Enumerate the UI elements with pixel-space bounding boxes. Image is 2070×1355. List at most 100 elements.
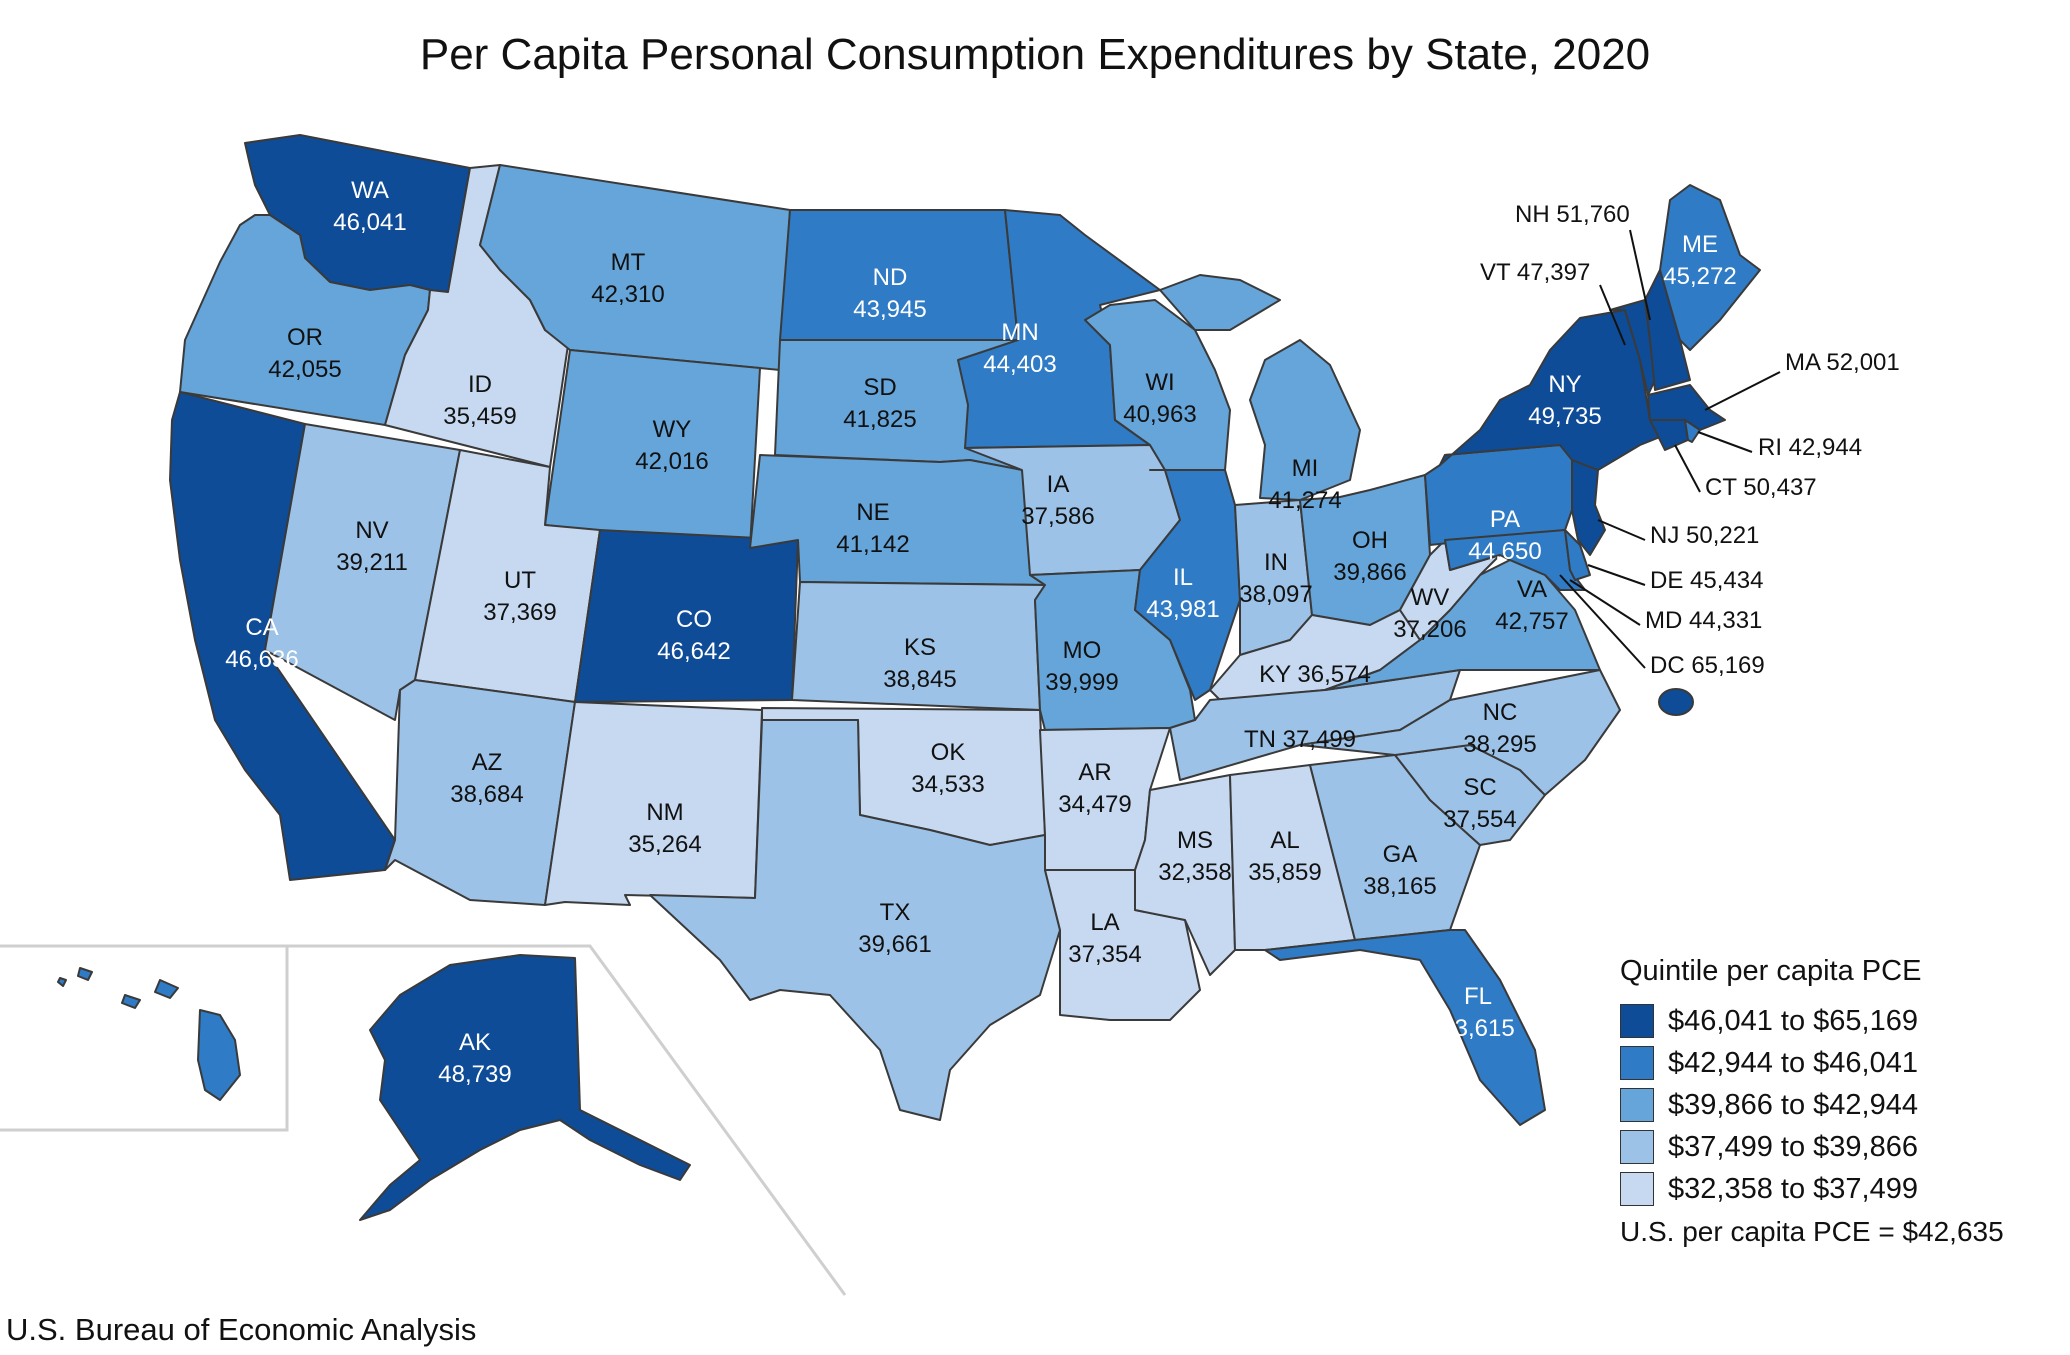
legend-label: $46,041 to $65,169 <box>1668 1004 1918 1037</box>
state-label-abbr: UT <box>504 567 536 594</box>
state-nc[interactable] <box>1299 669 1621 796</box>
state-label-abbr: ME <box>1682 231 1718 258</box>
state-label-abbr: OR <box>287 324 323 351</box>
state-label-value: 39,211 <box>336 549 408 576</box>
state-label-value: 42,055 <box>268 356 341 383</box>
state-label-value: 41,825 <box>843 406 916 433</box>
legend-swatch <box>1620 1088 1654 1122</box>
callout-leader <box>1704 371 1781 411</box>
callout-label: RI 42,944 <box>1758 434 1862 461</box>
state-dc[interactable] <box>1658 688 1694 716</box>
legend: Quintile per capita PCE $46,041 to $65,1… <box>1620 955 2060 1248</box>
state-label-abbr: CO <box>676 606 712 633</box>
callout-leader <box>1597 519 1646 541</box>
state-label-abbr: TX <box>880 899 911 926</box>
state-label-abbr: MN <box>1001 319 1038 346</box>
callout-leader <box>1559 574 1646 669</box>
state-label-value: 42,016 <box>635 448 708 475</box>
state-label-value: 39,661 <box>858 931 931 958</box>
state-label-value: 44,650 <box>1468 538 1541 565</box>
state-label-value: 46,636 <box>225 646 298 673</box>
state-label-abbr: GA <box>1383 841 1418 868</box>
state-ct[interactable] <box>1649 419 1689 451</box>
state-label-abbr: OH <box>1352 527 1388 554</box>
callout-label: MA 52,001 <box>1785 349 1900 376</box>
state-label-abbr: NM <box>646 799 683 826</box>
state-label-abbr: AZ <box>472 749 503 776</box>
state-label-abbr: ND <box>873 264 908 291</box>
state-label-value: 43,615 <box>1441 1015 1514 1042</box>
legend-item: $32,358 to $37,499 <box>1620 1168 2060 1210</box>
state-label-abbr: AK <box>459 1029 491 1056</box>
callout-label: DE 45,434 <box>1650 567 1763 594</box>
state-label-abbr: SC <box>1463 774 1496 801</box>
state-nj[interactable] <box>1571 459 1606 556</box>
state-ca[interactable] <box>169 391 396 881</box>
state-label-value: 44,403 <box>983 351 1056 378</box>
state-de[interactable] <box>1564 529 1591 581</box>
state-label-value: 34,533 <box>911 771 984 798</box>
state-label-abbr: WV <box>1411 584 1450 611</box>
state-label-abbr: MO <box>1063 637 1102 664</box>
callout-label: CT 50,437 <box>1705 474 1817 501</box>
callout-label: NJ 50,221 <box>1650 522 1759 549</box>
legend-label: $37,499 to $39,866 <box>1668 1130 1918 1163</box>
state-label-value: 35,859 <box>1248 859 1321 886</box>
state-label-abbr: NC <box>1483 699 1518 726</box>
state-label-abbr: ID <box>468 371 492 398</box>
callout-label: DC 65,169 <box>1650 652 1765 679</box>
state-label-value: 46,041 <box>333 209 406 236</box>
state-label-abbr: LA <box>1090 909 1119 936</box>
state-fl[interactable] <box>1264 929 1546 1126</box>
callout-leader <box>1599 284 1626 346</box>
state-label-value: 37,554 <box>1443 806 1516 833</box>
state-label-abbr: NY <box>1548 371 1581 398</box>
callout-leader <box>1569 579 1641 626</box>
callout-leader <box>1697 431 1753 453</box>
legend-label: $42,944 to $46,041 <box>1668 1046 1918 1079</box>
state-label-value: 45,272 <box>1663 263 1736 290</box>
legend-swatch <box>1620 1046 1654 1080</box>
state-tx[interactable] <box>649 719 1061 1121</box>
state-label-abbr: HI <box>83 1039 107 1066</box>
state-ak[interactable] <box>359 954 691 1221</box>
state-label-value: 38,845 <box>883 666 956 693</box>
state-label-abbr: SD <box>863 374 896 401</box>
legend-item: $42,944 to $46,041 <box>1620 1042 2060 1084</box>
state-label-value: 49,735 <box>1528 403 1601 430</box>
callout-leader <box>1674 444 1701 493</box>
state-label-abbr: CA <box>245 614 278 641</box>
state-ny[interactable] <box>1439 309 1666 471</box>
state-label-value: 42,310 <box>591 281 664 308</box>
state-label-abbr: IL <box>1173 564 1193 591</box>
state-label-abbr: IN <box>1264 549 1288 576</box>
state-label-value: 35,459 <box>443 403 516 430</box>
state-hi[interactable] <box>57 967 241 1101</box>
legend-label: $32,358 to $37,499 <box>1668 1172 1918 1205</box>
state-label-abbr: WA <box>351 177 389 204</box>
state-label-value: 43,945 <box>853 296 926 323</box>
state-label-abbr: WI <box>1145 369 1174 396</box>
state-label: TN 37,499 <box>1244 726 1356 753</box>
state-label-abbr: NE <box>856 499 889 526</box>
legend-swatch <box>1620 1130 1654 1164</box>
state-label-value: 38,684 <box>450 781 523 808</box>
state-label-value: 38,165 <box>1363 873 1436 900</box>
state-label-value: 32,358 <box>1158 859 1231 886</box>
state-mi[interactable] <box>1159 274 1361 501</box>
state-label-abbr: MT <box>611 249 646 276</box>
state-label-abbr: MI <box>1292 455 1319 482</box>
state-wi[interactable] <box>1084 299 1231 471</box>
callout-label: VT 47,397 <box>1480 259 1590 286</box>
state-label-value: 35,264 <box>628 831 701 858</box>
state-label-abbr: IA <box>1047 471 1070 498</box>
legend-item: $37,499 to $39,866 <box>1620 1126 2060 1168</box>
state-ri[interactable] <box>1684 419 1701 443</box>
state-label: KY 36,574 <box>1259 661 1371 688</box>
legend-label: $39,866 to $42,944 <box>1668 1088 1918 1121</box>
state-label-value: 38,295 <box>1463 731 1536 758</box>
state-me[interactable] <box>1659 184 1761 351</box>
state-label-value: 41,142 <box>836 531 909 558</box>
state-label-abbr: AR <box>1078 759 1111 786</box>
